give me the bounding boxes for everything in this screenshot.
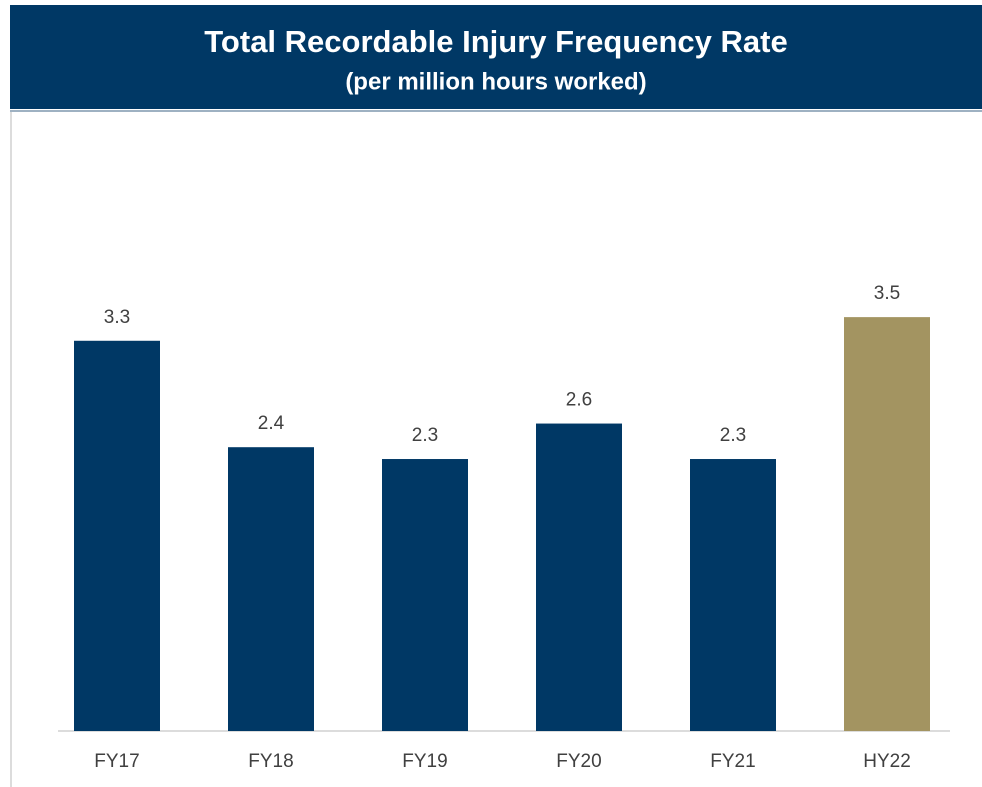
value-label: 3.3 — [104, 307, 130, 328]
bar — [690, 459, 776, 731]
bar — [844, 317, 930, 731]
value-label: 2.3 — [412, 425, 438, 446]
x-tick-label: HY22 — [863, 751, 911, 772]
value-label: 2.4 — [258, 413, 285, 434]
x-tick-label: FY19 — [402, 751, 447, 772]
x-tick-label: FY18 — [248, 751, 293, 772]
chart-subtitle: (per million hours worked) — [345, 68, 646, 95]
bar — [228, 447, 314, 731]
x-tick-label: FY20 — [556, 751, 601, 772]
header-band — [10, 5, 982, 109]
bar — [382, 459, 468, 731]
x-tick-label: FY17 — [94, 751, 139, 772]
value-label: 3.5 — [874, 283, 900, 304]
chart-title: Total Recordable Injury Frequency Rate — [204, 24, 787, 59]
x-tick-label: FY21 — [710, 751, 755, 772]
value-label: 2.3 — [720, 425, 746, 446]
value-label: 2.6 — [566, 390, 592, 411]
bar — [536, 423, 622, 731]
bar — [74, 340, 160, 731]
